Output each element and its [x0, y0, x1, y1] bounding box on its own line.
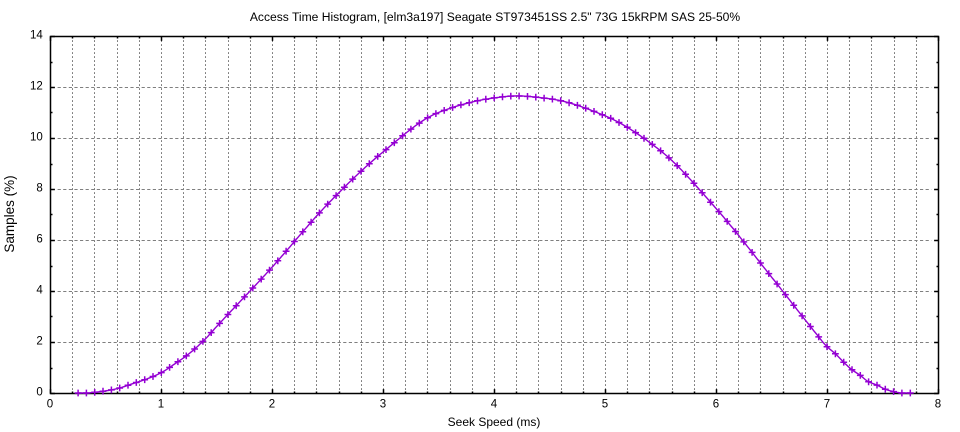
svg-text:4: 4	[36, 285, 43, 297]
svg-text:1: 1	[158, 399, 164, 411]
svg-text:3: 3	[380, 399, 386, 411]
svg-text:Access Time Histogram, [elm3a1: Access Time Histogram, [elm3a197] Seagat…	[250, 10, 741, 24]
svg-text:0: 0	[36, 387, 42, 399]
svg-text:4: 4	[491, 399, 498, 411]
svg-text:6: 6	[36, 234, 42, 246]
svg-text:7: 7	[824, 399, 830, 411]
svg-text:Seek Speed (ms): Seek Speed (ms)	[448, 415, 541, 429]
svg-text:14: 14	[30, 30, 43, 42]
svg-text:8: 8	[36, 183, 42, 195]
svg-text:6: 6	[713, 399, 719, 411]
svg-text:5: 5	[602, 399, 608, 411]
svg-text:2: 2	[36, 336, 42, 348]
svg-text:0: 0	[47, 399, 53, 411]
svg-text:8: 8	[935, 399, 941, 411]
svg-text:Samples (%): Samples (%)	[2, 175, 17, 252]
svg-text:2: 2	[269, 399, 275, 411]
svg-text:12: 12	[30, 81, 43, 93]
svg-text:10: 10	[30, 132, 43, 144]
